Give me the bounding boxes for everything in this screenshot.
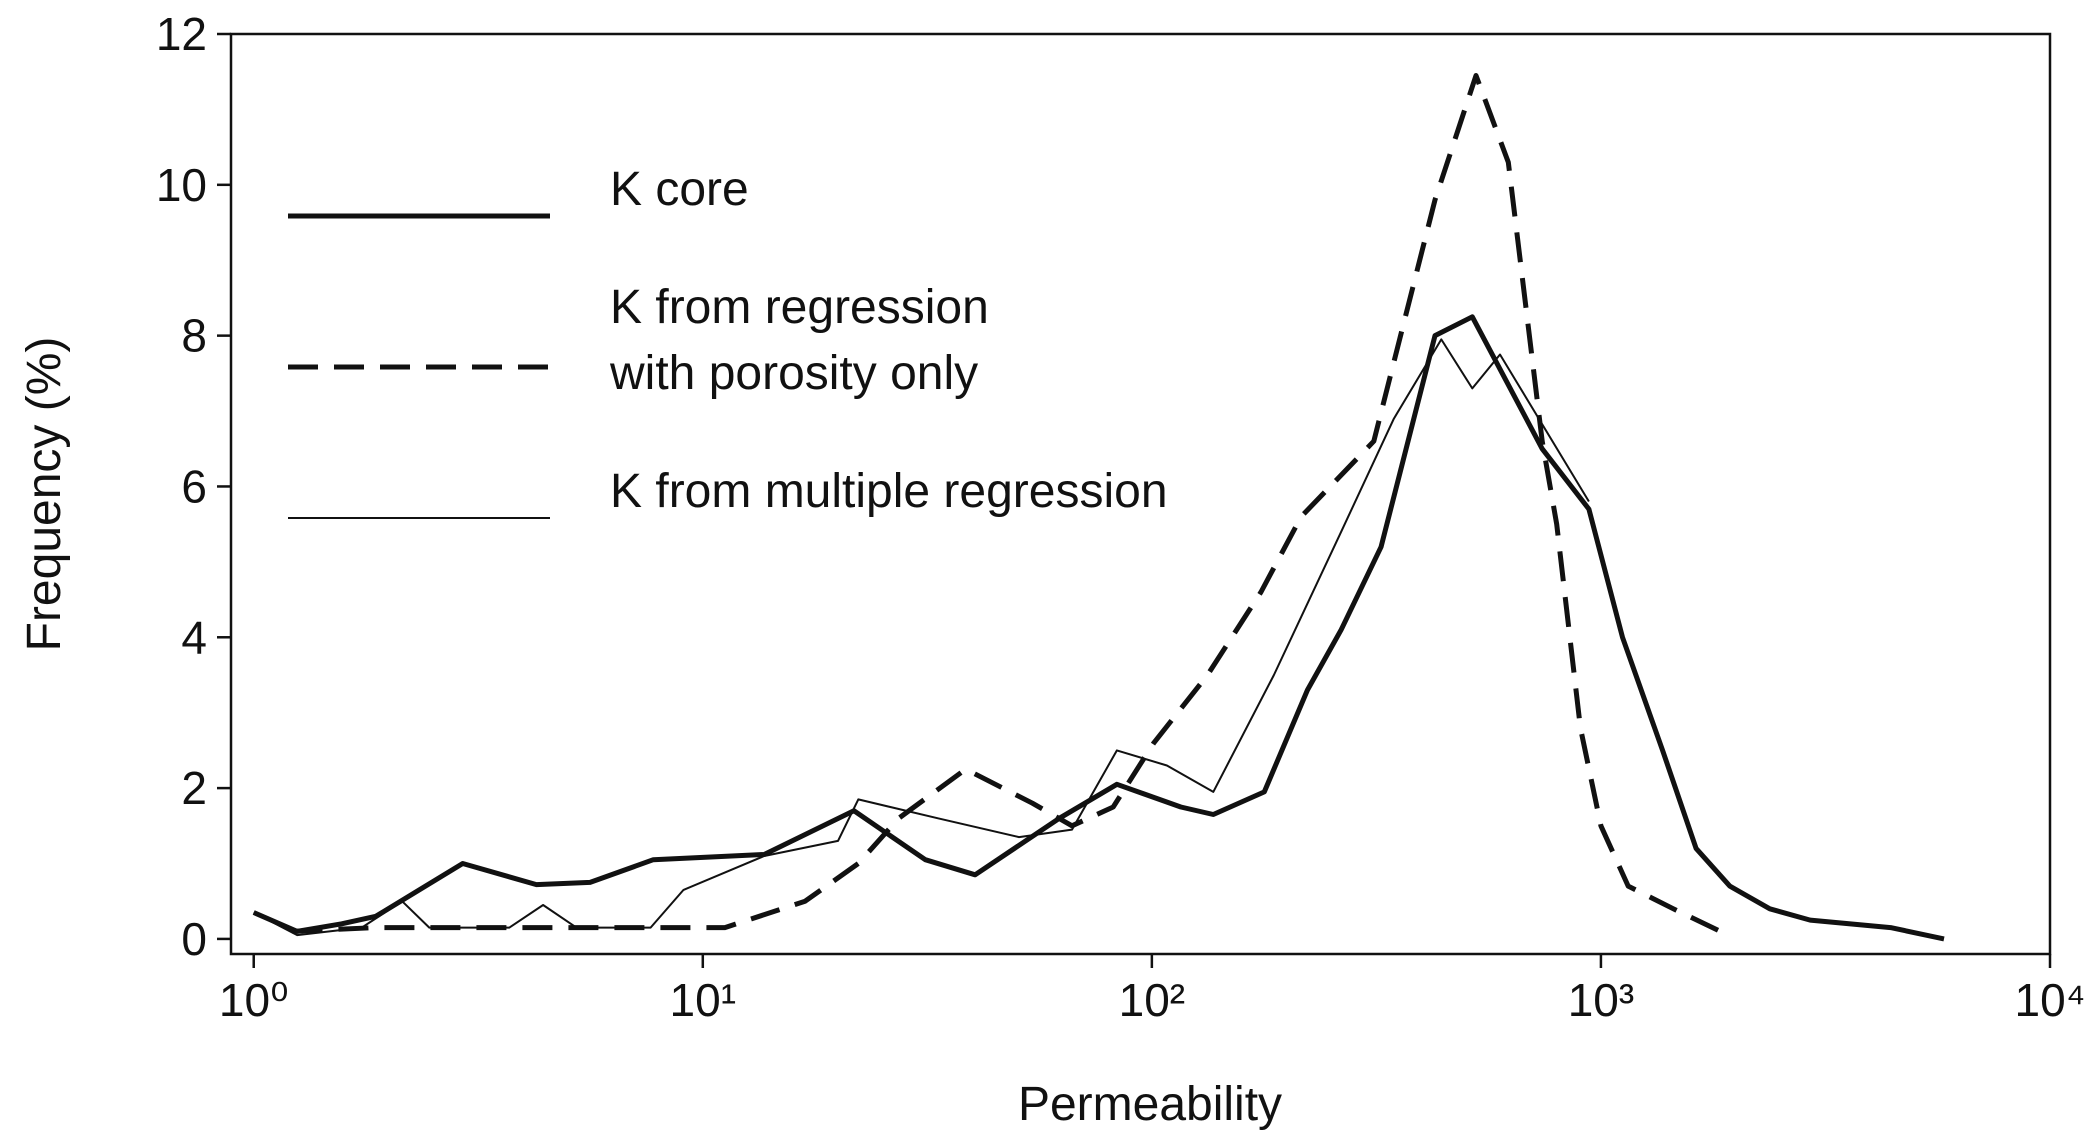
y-tick-label: 6 [181,460,207,512]
x-axis-label: Permeability [1018,1078,1282,1131]
legend-label: K from multiple regression [610,465,1168,518]
x-tick-label: 10¹ [670,974,736,1026]
plot-frame [229,32,2052,956]
x-tick-label: 10⁰ [219,974,289,1026]
y-tick-label: 10 [156,159,207,211]
y-tick-label: 8 [181,310,207,362]
x-tick-label: 10² [1119,974,1185,1026]
y-tick-label: 0 [181,913,207,965]
legend-label: K from regression with porosity only [609,281,989,400]
x-tick-label: 10³ [1568,974,1634,1026]
x-tick-label: 10⁴ [2015,974,2086,1026]
y-tick-label: 2 [181,762,207,814]
series-line [252,314,1945,942]
y-tick-label: 12 [156,8,207,60]
series-line [253,338,1590,937]
series-line [292,73,1722,934]
legend-label: K core [610,163,749,216]
y-axis-label: Frequency (%) [18,337,71,652]
y-tick-label: 4 [181,611,207,663]
